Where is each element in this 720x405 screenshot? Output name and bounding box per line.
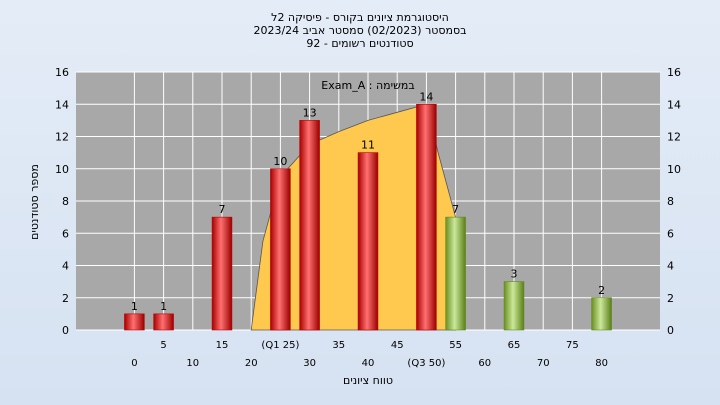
y-tick-label-left: 2 [62,292,69,305]
y-tick-label-left: 10 [55,163,69,176]
bar-value-label: 1 [131,300,138,313]
x-axis-ticks: 0 5 10 15 20(Q1 25) 30 35 40 45(Q3 50) 55 60 65 70 75… [131,340,608,369]
y-tick-label-left: 6 [62,227,69,240]
bar-5 [153,313,174,331]
bar-40 [357,152,379,331]
bar-value-label: 10 [273,155,287,168]
y-tick-label-right: 12 [667,131,681,144]
y-tick-label-right: 10 [667,163,681,176]
x-tick-label: 65 [508,340,521,351]
bars [124,103,612,331]
y-tick-label-right: 2 [667,292,674,305]
bar-value-label: 3 [511,268,518,281]
x-tick-label: 75 [566,340,579,351]
legend-label: במשימה : Exam_A [321,79,414,92]
y-tick-label-left: 14 [55,98,69,111]
x-tick-label: 40 [362,358,375,369]
y-tick-label-left: 12 [55,131,69,144]
bar-value-label: 14 [419,90,433,103]
x-tick-label: 0 [131,358,137,369]
bar-0 [124,313,145,331]
bar-value-label: 1 [160,300,167,313]
x-tick-label: 20 [245,358,258,369]
bar-30 [299,120,320,331]
title-line-3: סטודנטים רשומים - 92 [306,37,413,50]
x-tick-label: 60 [478,358,491,369]
x-axis-title: טווח ציונים [343,374,393,387]
x-tick-label: 55 [449,340,462,351]
x-tick-label: 15 [216,340,229,351]
bar-80 [591,297,612,331]
y-tick-label-right: 14 [667,98,681,111]
y-tick-label-right: 6 [667,227,674,240]
bar-value-label: 7 [219,203,226,216]
y-tick-label-left: 16 [55,66,69,79]
bar-55 [445,216,466,331]
x-tick-label: 70 [537,358,550,369]
title-line-2: בסמסטר (02/2023) סמסטר אביב 2023/24 [253,24,466,37]
bar-65 [503,281,525,331]
x-tick-label: 5 [160,340,166,351]
y-tick-label-right: 8 [667,195,674,208]
title-line-1: היסטוגרמת ציונים בקורס - פיסיקה 2ל [271,11,449,24]
bar-value-label: 2 [598,284,605,297]
x-tick-label: 80 [595,358,608,369]
y-tick-label-right: 16 [667,66,681,79]
y-tick-label-right: 4 [667,260,674,273]
y-axis-title: מספר סטודנטים [28,164,41,240]
y-tick-label-left: 0 [62,324,69,337]
bar-value-label: 13 [303,106,317,119]
x-tick-label: 10 [186,358,199,369]
y-axis-right-ticks: 0 2 4 6 8 10 12 14 16 [667,66,681,337]
bar-50 [416,103,437,331]
x-tick-label: 35 [332,340,345,351]
x-tick-label: 45 [391,340,404,351]
bar-value-label: 11 [361,139,375,152]
x-tick-label: 30 [303,358,316,369]
bar-15 [211,216,233,331]
bar-value-label: 7 [452,203,459,216]
y-tick-label-right: 0 [667,324,674,337]
x-tick-label: (Q1 25) [261,340,299,351]
chart-title: היסטוגרמת ציונים בקורס - פיסיקה 2ל בסמסט… [253,11,466,50]
bar-25 [270,168,291,331]
y-tick-label-left: 4 [62,260,69,273]
y-tick-label-left: 8 [62,195,69,208]
x-tick-label: (Q3 50) [407,358,445,369]
y-axis-left-ticks: 0 2 4 6 8 10 12 14 16 [55,66,69,337]
